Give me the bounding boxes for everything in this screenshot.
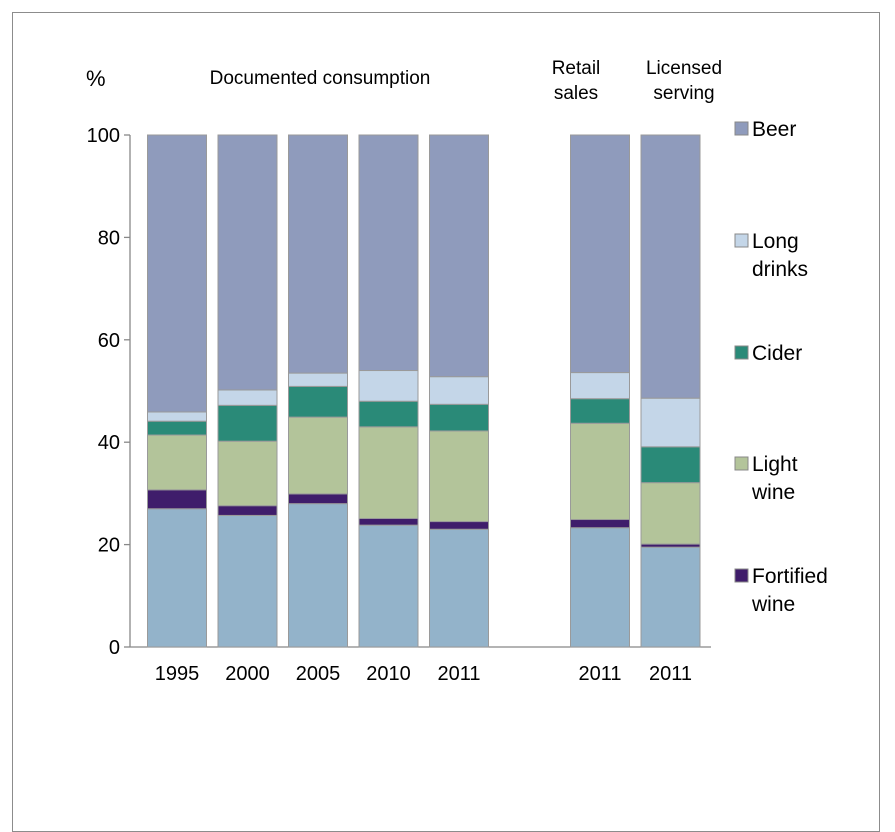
group-label: Documented consumption — [210, 68, 431, 89]
stacked-bar-chart: % Documented consumption Retail sales Licen… — [86, 58, 828, 685]
x-tick-label: 2005 — [296, 663, 341, 685]
y-tick-label: 40 — [98, 432, 120, 454]
bar-segment-beer — [640, 134, 701, 399]
bar-segment-long-drinks — [640, 397, 701, 448]
bar-segment-long-drinks — [288, 372, 348, 387]
bar-segment-beer — [570, 134, 630, 374]
bar-segment-fortified-wine — [147, 489, 207, 510]
legend-swatch — [734, 121, 749, 136]
x-tick-label: 2011 — [437, 663, 480, 685]
bar-segment-light-wine — [429, 430, 489, 523]
legend-label: Cider — [752, 342, 802, 365]
bar-segment-light-wine — [288, 416, 348, 495]
bar-segment-spirits — [429, 528, 489, 648]
x-tick-label: 2010 — [366, 663, 411, 685]
x-tick-label: 2011 — [649, 663, 692, 685]
bar-segment-beer — [429, 134, 489, 378]
bar-segment-spirits — [358, 524, 419, 648]
bar-segment-long-drinks — [429, 376, 489, 405]
bar-segment-cider — [288, 385, 348, 418]
bar-segment-beer — [147, 134, 207, 413]
legend-label: wine — [751, 593, 795, 616]
y-tick-label: 80 — [98, 227, 120, 249]
y-tick-label: 100 — [87, 125, 120, 147]
bar-segment-cider — [640, 446, 701, 484]
legend-label: Fortified — [752, 565, 828, 588]
bar-segment-fortified-wine — [429, 521, 489, 530]
bar-segment-cider — [570, 398, 630, 424]
x-tick-label: 2011 — [578, 663, 621, 685]
bar-segment-cider — [217, 404, 278, 442]
bar-segment-cider — [429, 403, 489, 432]
bar-segment-long-drinks — [358, 370, 419, 402]
group-label: Licensed — [646, 58, 722, 79]
legend: Beer Long drinks Cider Light wine Fortified win… — [734, 118, 828, 616]
bar-segment-fortified-wine — [288, 493, 348, 505]
y-unit-label: % — [86, 66, 106, 91]
legend-label: Beer — [752, 118, 796, 141]
bar-segment-spirits — [147, 508, 207, 648]
bar-segment-light-wine — [147, 434, 207, 491]
bar-segment-spirits — [570, 527, 630, 648]
legend-swatch — [734, 456, 749, 471]
bar-segment-long-drinks — [570, 372, 630, 400]
y-tick-label: 20 — [98, 535, 120, 557]
legend-swatch — [734, 233, 749, 248]
legend-swatch — [734, 345, 749, 360]
bar-segment-fortified-wine — [570, 519, 630, 529]
bar-segment-spirits — [217, 514, 278, 648]
legend-label: Long — [752, 230, 799, 253]
x-tick-label: 2000 — [225, 663, 270, 685]
legend-swatch — [734, 568, 749, 583]
bar-segment-fortified-wine — [217, 505, 278, 516]
bar-segment-long-drinks — [217, 389, 278, 406]
group-label: Retail — [552, 58, 601, 79]
bar-segment-spirits — [640, 546, 701, 648]
bar-segment-spirits — [288, 503, 348, 648]
legend-label: wine — [751, 481, 795, 504]
bar-segment-beer — [217, 134, 278, 391]
bar-segment-light-wine — [570, 422, 630, 521]
bar-segment-light-wine — [217, 440, 278, 507]
group-label: sales — [554, 83, 598, 104]
bar-segment-beer — [288, 134, 348, 374]
bar-segment-light-wine — [640, 482, 701, 545]
legend-label: drinks — [752, 258, 808, 281]
legend-label: Light — [752, 453, 798, 476]
bar-segment-cider — [358, 400, 419, 428]
group-label: serving — [653, 83, 714, 104]
x-tick-label: 1995 — [155, 663, 200, 685]
y-tick-label: 0 — [109, 637, 120, 659]
bar-segment-light-wine — [358, 426, 419, 519]
bar-segment-cider — [147, 420, 207, 436]
bar-segment-long-drinks — [147, 411, 207, 422]
group-labels: Documented consumption Retail sales License… — [210, 58, 722, 104]
bar-segment-beer — [358, 134, 419, 372]
bar-segment-fortified-wine — [358, 517, 419, 526]
bars: 1995 2000 2005 2010 2011 2011 2011 — [147, 134, 701, 685]
y-tick-label: 60 — [98, 330, 120, 352]
